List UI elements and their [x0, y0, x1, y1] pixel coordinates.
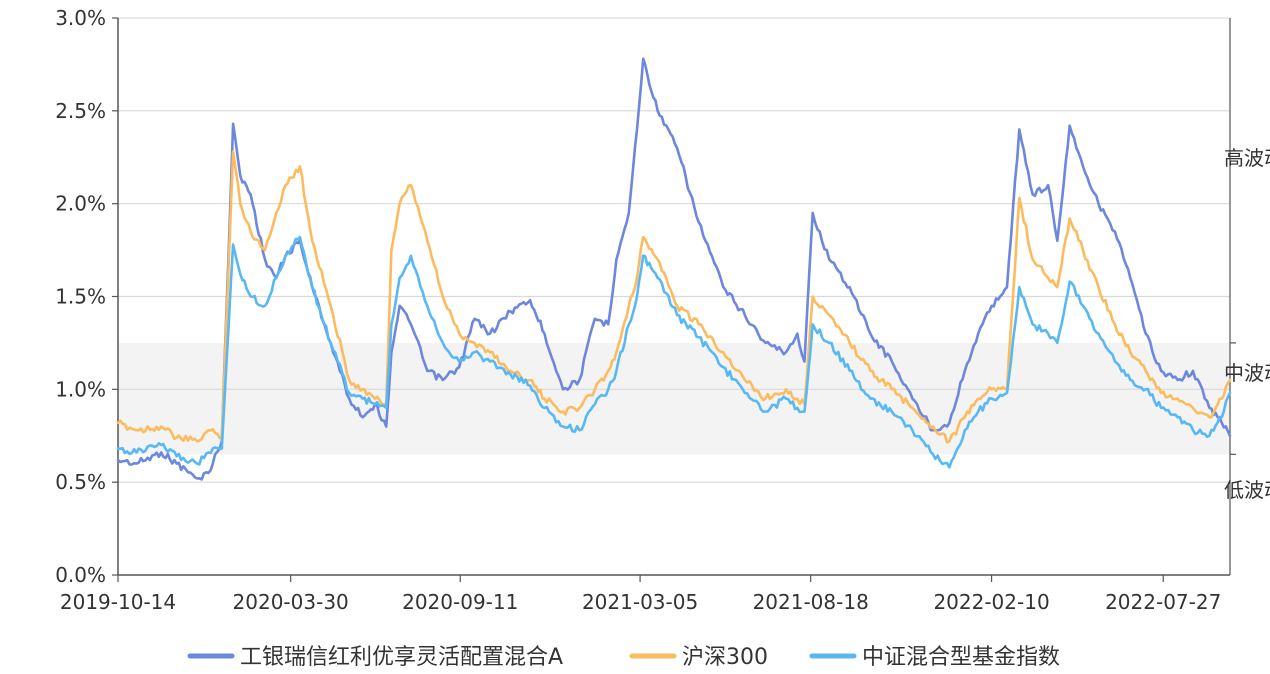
x-tick-label: 2022-02-10	[933, 590, 1049, 614]
series-lines	[116, 57, 1232, 481]
volatility-zones: 高波动 中波动 低波动	[1224, 146, 1270, 502]
x-tick-label: 2020-09-11	[402, 590, 518, 614]
y-tick-label: 1.0%	[55, 377, 106, 401]
y-tick-label: 1.5%	[55, 285, 106, 309]
x-axis: 2019-10-14 2020-03-30 2020-09-11 2021-03-05…	[60, 574, 1230, 614]
legend-label: 沪深300	[682, 645, 768, 670]
x-tick-label: 2020-03-30	[233, 590, 349, 614]
x-tick-label: 2021-03-05	[582, 590, 698, 614]
series-line-3	[116, 235, 1232, 469]
x-tick-label: 2019-10-14	[60, 590, 176, 614]
legend: 工银瑞信红利优享灵活配置混合A 沪深300 中证混合型基金指数	[187, 645, 1060, 670]
y-tick-label: 0.5%	[55, 470, 106, 494]
zone-label-mid: 中波动	[1224, 361, 1270, 385]
mid-volatility-band	[118, 342, 1230, 455]
y-tick-label: 2.0%	[55, 192, 106, 216]
y-tick-label: 3.0%	[55, 6, 106, 30]
x-tick-label: 2022-07-27	[1105, 590, 1221, 614]
y-tick-label: 2.5%	[55, 99, 106, 123]
zone-label-high: 高波动	[1224, 146, 1270, 170]
legend-label: 中证混合型基金指数	[862, 645, 1060, 670]
series-line-2	[116, 150, 1232, 444]
y-tick-label: 0.0%	[55, 563, 106, 587]
legend-label: 工银瑞信红利优享灵活配置混合A	[240, 645, 563, 670]
zone-label-low: 低波动	[1224, 478, 1270, 502]
x-tick-label: 2021-08-18	[753, 590, 869, 614]
y-axis: 0.0% 0.5% 1.0% 1.5% 2.0% 2.5% 3.0%	[55, 6, 1236, 587]
